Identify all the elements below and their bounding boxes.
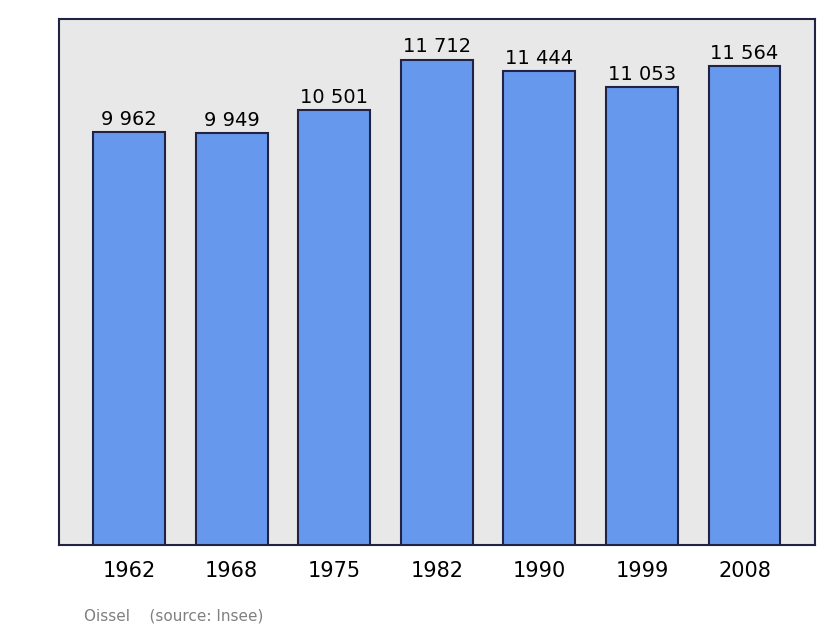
Bar	[606, 87, 678, 545]
Text: Oissel    (source: Insee): Oissel (source: Insee)	[84, 609, 264, 624]
Text: 11 444: 11 444	[506, 48, 574, 68]
Bar	[401, 60, 473, 545]
Bar	[709, 66, 780, 545]
Bar	[298, 110, 370, 545]
Bar	[196, 133, 268, 545]
Text: 9 962: 9 962	[101, 110, 157, 129]
Bar	[93, 132, 165, 545]
Text: 11 053: 11 053	[608, 65, 676, 84]
Text: 10 501: 10 501	[300, 88, 368, 107]
Text: 11 564: 11 564	[711, 44, 779, 63]
Text: 9 949: 9 949	[204, 110, 260, 130]
Text: 11 712: 11 712	[402, 38, 471, 56]
Bar	[503, 71, 575, 545]
